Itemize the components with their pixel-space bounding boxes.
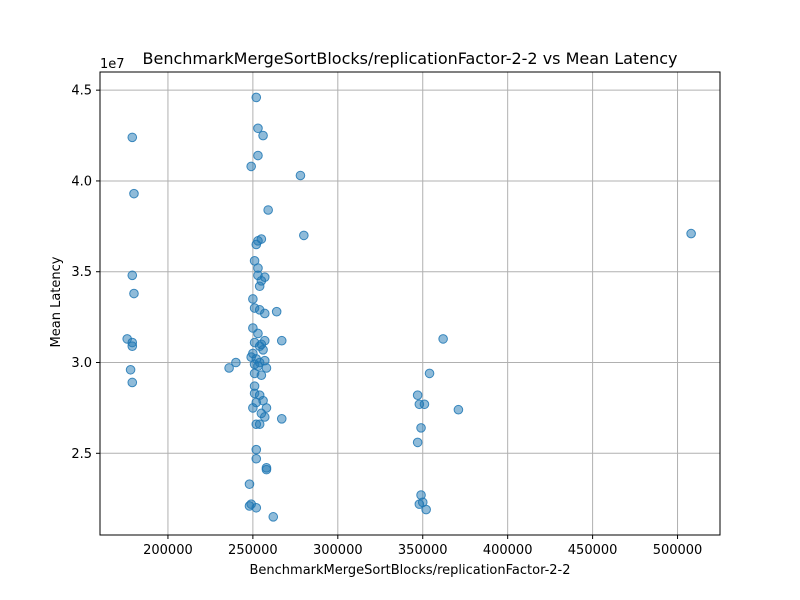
data-point: [127, 377, 138, 388]
data-point: [127, 341, 138, 351]
data-point: [424, 368, 435, 379]
data-point: [129, 288, 139, 299]
data-point: [231, 357, 241, 368]
y-axis-title: Mean Latency: [49, 256, 64, 347]
x-tick-label: 400000: [483, 543, 533, 558]
data-point: [412, 437, 423, 448]
data-point: [421, 504, 431, 515]
data-point: [261, 363, 272, 373]
data-point: [261, 464, 272, 475]
data-point: [129, 188, 139, 199]
data-point: [248, 403, 258, 413]
x-tick-label: 350000: [398, 543, 448, 558]
axis-ticks: 200000 250000 300000 350000 400000 450000 5000…: [71, 84, 702, 558]
data-point: [125, 364, 136, 375]
data-point: [251, 453, 262, 464]
data-point: [253, 150, 263, 161]
data-point: [258, 345, 268, 355]
data-point: [299, 230, 309, 241]
chart-title: BenchmarkMergeSortBlocks/replicationFact…: [143, 49, 678, 68]
y-tick-label: 3.5: [71, 265, 92, 280]
y-tick-label: 4.5: [71, 84, 92, 99]
plot-area-frame: [99, 71, 721, 536]
x-tick-label: 450000: [568, 543, 618, 558]
data-point: [127, 270, 138, 281]
x-axis-title: BenchmarkMergeSortBlocks/replicationFact…: [249, 563, 570, 578]
data-point: [258, 130, 268, 141]
data-point: [259, 308, 270, 319]
x-tick-label: 500000: [653, 543, 703, 558]
x-tick-label: 300000: [313, 543, 363, 558]
data-point: [686, 228, 696, 239]
y-tick-label: 4.0: [71, 174, 92, 189]
data-point: [419, 399, 430, 410]
data-points: [122, 92, 696, 522]
data-point: [276, 335, 287, 346]
data-point: [271, 306, 282, 317]
data-point: [254, 419, 265, 430]
data-point: [251, 92, 262, 103]
data-point: [254, 281, 265, 292]
data-point: [414, 499, 425, 509]
data-point: [251, 444, 262, 455]
data-point: [416, 423, 426, 433]
x-tick-label: 200000: [143, 543, 193, 558]
data-point: [268, 512, 279, 522]
data-point: [453, 404, 464, 415]
y-offset-label: 1e7: [100, 57, 125, 72]
data-point: [253, 328, 263, 339]
data-point: [251, 502, 262, 513]
grid-lines: [100, 72, 720, 535]
data-point: [224, 363, 234, 373]
data-point: [295, 170, 306, 181]
data-point: [251, 239, 262, 250]
data-point: [412, 390, 423, 400]
data-point: [127, 132, 138, 143]
data-point: [263, 205, 273, 215]
data-point: [244, 479, 255, 489]
data-point: [276, 413, 287, 424]
x-tick-label: 250000: [228, 543, 278, 558]
data-point: [246, 161, 256, 172]
y-tick-label: 2.5: [71, 447, 92, 462]
data-point: [253, 123, 263, 134]
data-point: [248, 294, 258, 304]
data-point: [438, 334, 448, 344]
data-point: [259, 412, 270, 422]
y-tick-label: 3.0: [71, 356, 92, 371]
data-point: [256, 370, 267, 381]
